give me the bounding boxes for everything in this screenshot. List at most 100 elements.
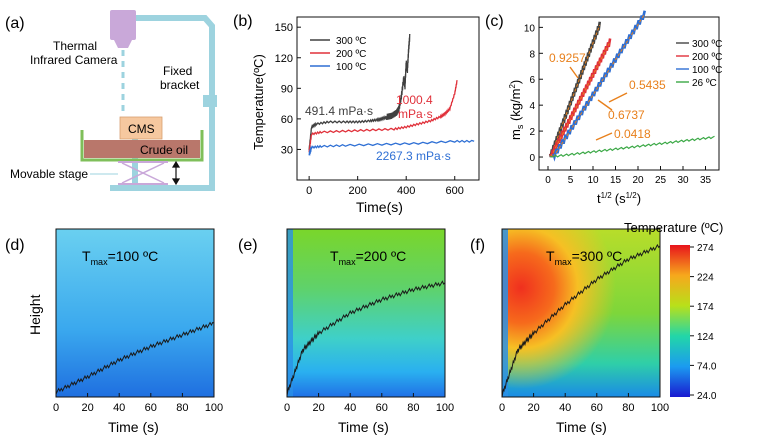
d-title-sub: max (91, 257, 109, 267)
cbar-tick-label: 74.0 (697, 361, 717, 372)
b-xtick-label: 400 (397, 185, 415, 197)
heatmap-f-axis: 0 20 40 60 80 100 (499, 393, 669, 414)
c-ytick-label: 4 (529, 101, 535, 112)
heatmap-f-title: Tmax=300 ºC (546, 248, 622, 267)
cbar-tick-label: 174 (697, 302, 714, 313)
camera-label-1: Thermal (53, 39, 97, 53)
c-ylabel-main: m (508, 129, 523, 140)
front-curve-d (55, 321, 215, 395)
colorbar-gradient (670, 245, 690, 397)
panel-d-ylabel: Height (27, 294, 43, 335)
cms-shape (119, 116, 163, 140)
front-curve-e (286, 280, 446, 396)
bracket-clamp (203, 95, 217, 107)
heatmap-f-frame (501, 228, 661, 398)
bracket-label-1: Fixed (163, 64, 192, 78)
panel-a: (a) Thermal Infrared Camera Fixed bracke… (5, 10, 217, 191)
c-ytick-label: 8 (529, 49, 535, 60)
heatmap-f-edge (502, 229, 508, 397)
f-title-sub: max (555, 257, 573, 267)
c-xtick-label: 5 (568, 175, 574, 186)
b-series-line (308, 33, 411, 151)
hm-xtick-label: 40 (344, 402, 356, 414)
hm-xtick-label: 100 (436, 402, 454, 414)
legend-b-200: 200 ºC (336, 49, 366, 60)
bracket-label-2: bracket (160, 78, 200, 92)
hm-xtick-label: 20 (312, 402, 324, 414)
panel-b-ylabel: Temperature(ºC) (251, 54, 266, 150)
c-ylabel-unit: (kg/m (508, 89, 523, 125)
c-xlabel-unit-sup: 1/2 (626, 191, 638, 200)
e-title-t: T (330, 248, 339, 264)
heatmap-e-title: Tmax=200 ºC (330, 248, 406, 267)
legend-c-100: 100 ºC (692, 65, 722, 76)
panel-f: (f) 0 20 40 60 80 100 Tmax=300 ºC Time (s) (470, 228, 669, 435)
panel-e: (e) 0 20 40 60 80 100 Tmax=200 ºC Time (s) (238, 228, 454, 435)
panel-c-ylabel: ms (kg/m2) (508, 80, 525, 140)
panel-c-axes: 0 5 10 15 20 25 30 35 0 2 4 6 8 10 (524, 23, 712, 186)
c-ylabel-close: ) (508, 80, 523, 84)
heatmap-d (56, 229, 214, 397)
hm-xtick-label: 60 (145, 402, 157, 414)
c-xlabel-main: t (597, 191, 601, 206)
heatmap-e-edge (287, 229, 293, 397)
panel-c-xlabel: t1/2 (s1/2) (597, 191, 641, 206)
slope-100: 0.5435 (629, 78, 666, 92)
panel-c-series (548, 10, 715, 162)
b-ytick-label: 60 (281, 114, 293, 126)
legend-b-300: 300 ºC (336, 36, 366, 47)
c-series-line (549, 135, 715, 158)
slope-26: 0.0418 (614, 127, 651, 141)
viscosity-200-line1: 1000.4 (396, 93, 433, 107)
hm-xtick-label: 40 (559, 402, 571, 414)
panel-b-label: (b) (233, 13, 253, 30)
hm-xtick-label: 100 (205, 402, 223, 414)
c-ylabel-unit-sup: 2 (508, 84, 517, 89)
cms-label: CMS (128, 122, 155, 136)
cbar-tick-label: 124 (697, 332, 714, 343)
crude-oil-label: Crude oil (140, 143, 188, 157)
b-xtick-label: 600 (446, 185, 464, 197)
c-xlabel-unit: (s (615, 191, 626, 206)
viscosity-100: 2267.3 mPa·s (376, 149, 451, 163)
panel-f-label: (f) (470, 237, 485, 254)
c-ylabel-sub: s (515, 124, 525, 129)
oil-dish-shape (80, 130, 204, 162)
c-xtick-label: 15 (610, 175, 622, 186)
front-curve-line (501, 243, 661, 398)
panel-c-legend: 300 ºC 200 ºC 100 ºC 26 ºC (676, 39, 722, 89)
b-series-line (308, 139, 475, 157)
c-fit-line (552, 13, 646, 158)
panel-b-legend: 300 ºC 200 ºC 100 ºC (310, 36, 366, 73)
c-xtick-label: 0 (545, 175, 551, 186)
up-down-arrow-icon (171, 160, 181, 186)
heatmap-d-axis: 0 20 40 60 80 100 (53, 393, 223, 414)
c-ytick-label: 10 (524, 23, 536, 34)
heatmap-e (287, 229, 445, 397)
hm-xtick-label: 80 (622, 402, 634, 414)
heatmap-e-axis: 0 20 40 60 80 100 (284, 393, 454, 414)
hm-xtick-label: 80 (407, 402, 419, 414)
b-xtick-label: 0 (306, 185, 312, 197)
panel-b-series (308, 33, 475, 157)
camera-label-2: Infrared Camera (30, 53, 118, 67)
b-ytick-label: 120 (275, 53, 293, 65)
slope-arrows (569, 66, 628, 141)
crude-oil-shape (84, 140, 200, 158)
c-ytick-label: 2 (529, 127, 535, 138)
d-title-t: T (82, 248, 91, 264)
panel-e-label: (e) (238, 237, 258, 254)
f-title-value: =300 ºC (572, 248, 623, 264)
heatmap-d-title: Tmax=100 ºC (82, 248, 158, 267)
panel-b-axes: 0 200 400 600 30 60 90 120 150 (275, 22, 464, 197)
legend-c-26: 26 ºC (692, 78, 717, 89)
e-title-sub: max (339, 257, 357, 267)
panel-b-xlabel: Time(s) (356, 199, 403, 215)
slope-300: 0.9257 (549, 51, 586, 65)
colorbar-ticks: 274 224 174 124 74.0 24.0 (690, 243, 717, 402)
c-xlabel-sup: 1/2 (601, 191, 613, 200)
heatmap-f-xlabel: Time (s) (556, 419, 607, 435)
hm-xtick-label: 60 (591, 402, 603, 414)
